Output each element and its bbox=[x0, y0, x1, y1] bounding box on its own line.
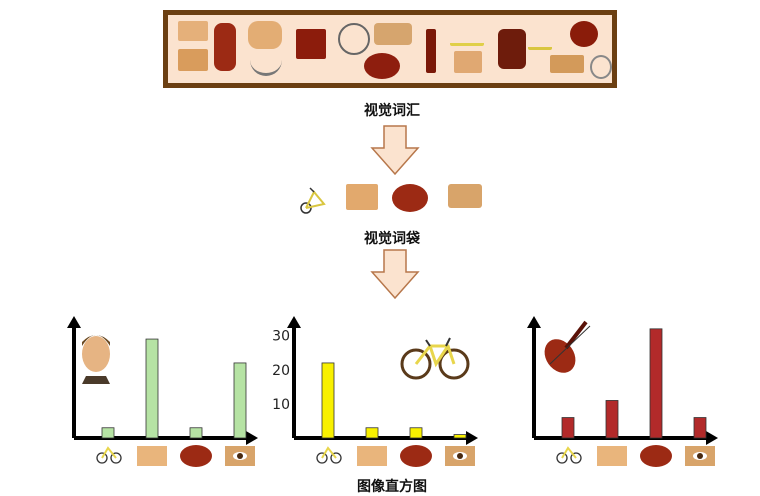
histogram-chart-violin bbox=[527, 316, 718, 467]
histogram-bar bbox=[365, 427, 379, 439]
bag-of-words-label: 视觉词袋 bbox=[364, 231, 420, 247]
skin-patch-icon bbox=[178, 49, 208, 71]
y-tick-label: 10 bbox=[272, 397, 290, 413]
violin-body-icon bbox=[180, 445, 212, 467]
bicycle-frame-icon bbox=[450, 23, 484, 46]
bicycle-icon bbox=[556, 446, 582, 464]
skin-patch-icon bbox=[346, 184, 378, 210]
skin-patch-icon bbox=[597, 446, 627, 466]
histogram-bar bbox=[649, 328, 663, 439]
down-arrow-icon bbox=[370, 249, 420, 300]
y-axis-arrow-icon bbox=[287, 316, 301, 328]
violin-body-icon bbox=[214, 23, 236, 71]
y-axis-arrow-icon bbox=[527, 316, 541, 328]
y-tick-label: 20 bbox=[272, 363, 290, 379]
skin-patch-icon bbox=[137, 446, 167, 466]
y-axis-arrow-icon bbox=[67, 316, 81, 328]
eye-patch-icon bbox=[374, 23, 412, 45]
skin-patch-icon bbox=[357, 446, 387, 466]
down-arrow-icon bbox=[370, 125, 420, 176]
histogram-chart-portrait bbox=[67, 316, 258, 467]
visual-vocabulary-panel bbox=[163, 10, 617, 88]
skin-patch-icon bbox=[550, 55, 584, 73]
violin-body-icon bbox=[640, 445, 672, 467]
bicycle-icon bbox=[96, 446, 122, 464]
y-tick-label: 30 bbox=[272, 329, 290, 345]
portrait-image bbox=[76, 335, 116, 384]
violin-image bbox=[544, 320, 591, 373]
violin-body-icon bbox=[364, 53, 400, 79]
wheel-arc-icon bbox=[250, 55, 282, 76]
eye-patch-icon bbox=[448, 184, 482, 208]
histogram-bar bbox=[561, 417, 575, 439]
histogram-bar bbox=[101, 427, 115, 439]
eye-patch-icon bbox=[225, 446, 255, 466]
eye-patch-icon bbox=[685, 446, 715, 466]
nose-patch-icon bbox=[248, 21, 282, 49]
violin-body-icon bbox=[392, 184, 428, 212]
x-axis-arrow-icon bbox=[246, 431, 258, 445]
vocabulary-label: 视觉词汇 bbox=[364, 103, 420, 119]
violin-scroll-icon bbox=[296, 29, 326, 59]
bicycle-icon bbox=[300, 187, 326, 214]
violin-neck-icon bbox=[426, 29, 436, 73]
x-axis-arrow-icon bbox=[466, 431, 478, 445]
histogram-bar bbox=[321, 362, 335, 439]
bicycle-image bbox=[400, 337, 470, 380]
bicycle-gear-icon bbox=[590, 55, 612, 79]
histogram-bar bbox=[189, 427, 203, 439]
eye-patch-icon bbox=[445, 446, 475, 466]
x-axis-arrow-icon bbox=[706, 431, 718, 445]
bicycle-icon bbox=[316, 446, 342, 464]
histogram-bar bbox=[233, 362, 247, 439]
histogram-bar bbox=[605, 400, 619, 439]
histogram-bar bbox=[453, 434, 467, 439]
histogram-bar bbox=[409, 427, 423, 439]
violin-body-icon bbox=[570, 21, 598, 47]
bicycle-frame-icon bbox=[528, 25, 552, 50]
histogram-bar bbox=[693, 417, 707, 439]
bicycle-wheel-icon bbox=[338, 23, 370, 55]
violin-neck-icon bbox=[498, 29, 526, 69]
bag-of-words-row bbox=[296, 180, 488, 216]
histogram-chart-bicycle: 10 20 30 bbox=[272, 316, 478, 467]
violin-body-icon bbox=[400, 445, 432, 467]
histogram-label: 图像直方图 bbox=[357, 479, 427, 495]
mouth-patch-icon bbox=[454, 51, 482, 73]
histogram-bar bbox=[145, 338, 159, 439]
skin-patch-icon bbox=[178, 21, 208, 41]
